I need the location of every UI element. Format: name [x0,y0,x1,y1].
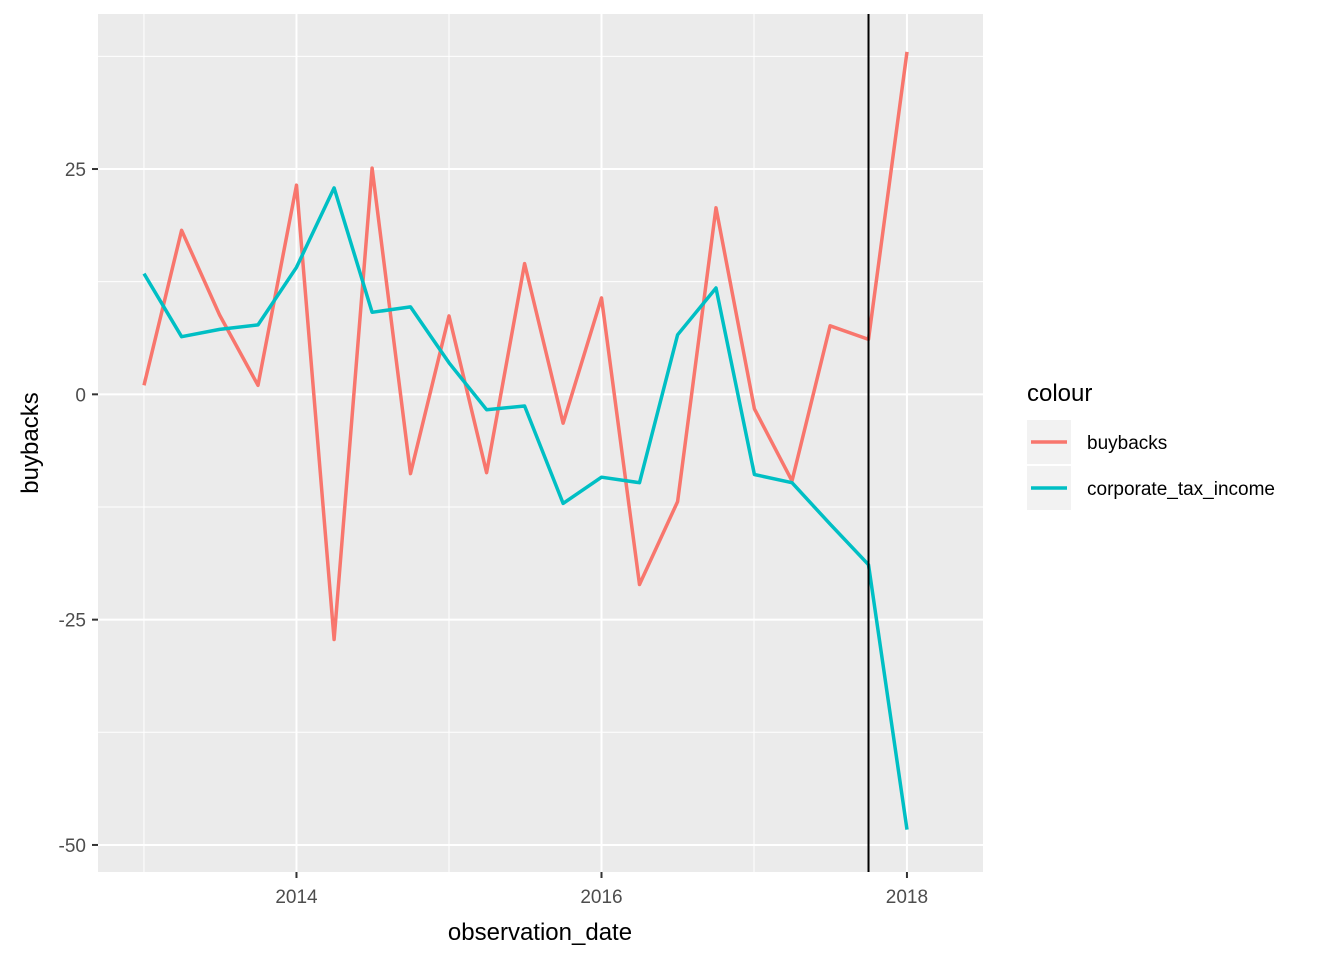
y-tick-label: 0 [75,385,86,406]
x-axis-title: observation_date [448,919,632,946]
legend-label-0: buybacks [1087,433,1167,454]
legend-label-1: corporate_tax_income [1087,479,1275,500]
legend-title: colour [1027,380,1092,407]
y-axis-title: buybacks [17,392,44,493]
y-tick-label: 25 [65,160,86,181]
series-line-1 [142,186,909,830]
x-tick-label: 2018 [886,887,928,908]
y-axis: 25 0 -25 -50 [59,160,98,857]
legend-items: buybacks corporate_tax_income [1027,420,1275,510]
x-tick-label: 2016 [580,887,622,908]
y-tick-label: -50 [59,836,86,857]
minor-gridlines [98,14,983,872]
x-axis: 2014 2016 2018 [275,872,928,908]
major-gridlines [98,14,983,872]
x-tick-label: 2014 [275,887,318,908]
legend: colour buybacks corporate_tax_income [1027,380,1275,510]
y-tick-label: -25 [59,611,86,632]
series-lines [142,51,909,830]
series-line-0 [142,51,909,642]
